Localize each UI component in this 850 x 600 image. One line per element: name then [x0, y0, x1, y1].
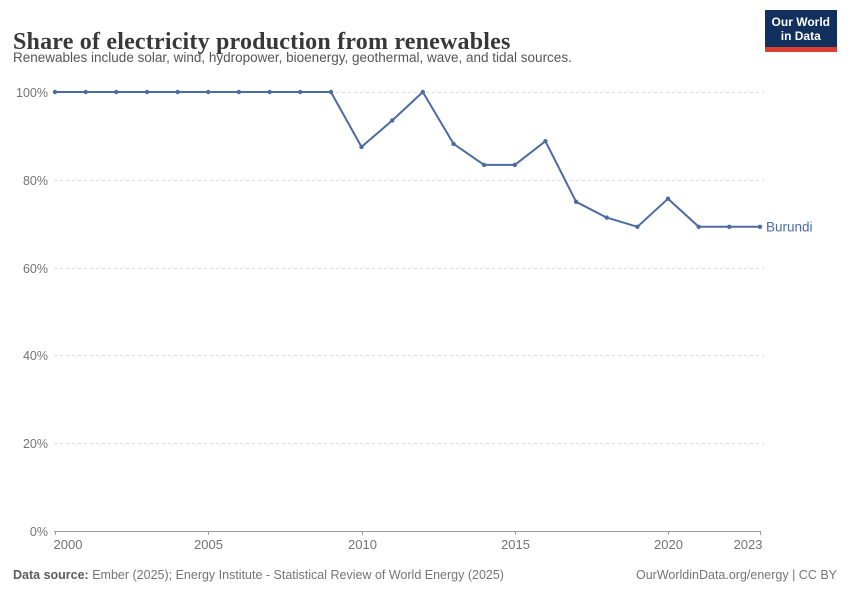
data-point[interactable] [52, 89, 58, 95]
data-point[interactable] [390, 118, 395, 123]
data-point[interactable] [83, 89, 88, 95]
y-tick-label: 0% [30, 525, 48, 539]
series-burundi[interactable]: Burundi [52, 89, 813, 234]
entity-label[interactable]: Burundi [766, 219, 813, 234]
data-point[interactable] [665, 196, 671, 201]
x-tick-label: 2005 [194, 537, 223, 552]
data-point[interactable] [604, 215, 609, 220]
data-point[interactable] [298, 89, 303, 95]
data-point[interactable] [696, 224, 701, 229]
data-point[interactable] [175, 89, 180, 95]
y-tick-label: 40% [23, 349, 48, 363]
data-source-text: Ember (2025); Energy Institute - Statist… [88, 568, 504, 582]
data-point[interactable] [236, 89, 242, 95]
x-tick-label: 2000 [54, 537, 83, 552]
y-tick-label: 20% [23, 437, 48, 451]
data-point[interactable] [727, 224, 732, 229]
data-point[interactable] [543, 139, 548, 144]
owid-logo-line1: Our World [771, 15, 830, 29]
data-point[interactable] [144, 89, 150, 95]
data-point[interactable] [481, 162, 487, 168]
data-point[interactable] [267, 89, 272, 95]
data-source-note: Data source: Ember (2025); Energy Instit… [13, 568, 504, 582]
data-point[interactable] [573, 199, 579, 204]
chart-footer: Data source: Ember (2025); Energy Instit… [13, 568, 837, 582]
data-source-label: Data source: [13, 568, 89, 582]
owid-license-link[interactable]: OurWorldinData.org/energy | CC BY [635, 568, 837, 582]
data-point[interactable] [512, 162, 517, 168]
series-line [55, 91, 760, 228]
y-tick-label: 60% [23, 262, 48, 276]
y-tick-label: 80% [23, 174, 48, 188]
owid-logo-line2: in Data [780, 29, 821, 43]
y-tick-label: 100% [16, 86, 48, 100]
x-tick-label: 2023 [734, 537, 763, 552]
x-tick-label: 2020 [654, 537, 683, 552]
page-title: Share of electricity production from ren… [13, 29, 511, 56]
owid-logo[interactable]: Our World in Data [764, 10, 837, 52]
chart-subtitle: Renewables include solar, wind, hydropow… [13, 50, 572, 65]
data-point[interactable] [420, 89, 425, 95]
data-point[interactable] [359, 144, 364, 150]
data-point[interactable] [114, 89, 119, 95]
x-tick-label: 2010 [348, 537, 377, 552]
data-point[interactable] [451, 141, 456, 146]
data-point[interactable] [328, 89, 334, 95]
data-point[interactable] [757, 224, 763, 229]
x-tick-label: 2015 [501, 537, 530, 552]
data-point[interactable] [635, 224, 640, 229]
data-point[interactable] [206, 89, 211, 95]
